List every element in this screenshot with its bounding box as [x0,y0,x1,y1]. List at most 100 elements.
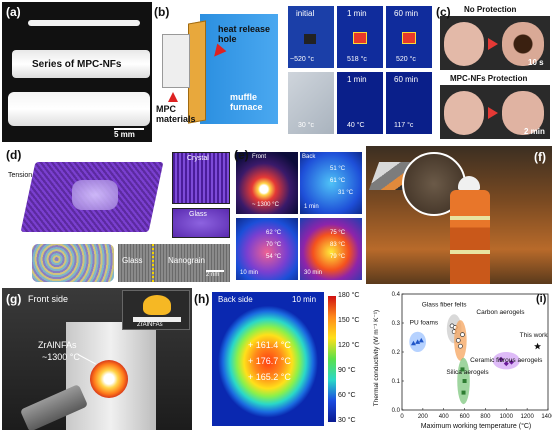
firefighter-body [450,190,490,284]
group-ellipse [492,352,520,370]
series-caption: Series of MPC-NFs [32,59,122,70]
ir-temp: 117 °c [394,122,414,129]
ir-time: 60 min [394,9,419,18]
data-point [410,340,416,346]
pork-sample [444,22,484,66]
x-tick-label: 200 [418,414,429,420]
data-point [458,343,463,349]
temp-reading: 70 °C [266,242,282,248]
temp-reading: 75 °C [330,230,346,236]
data-point [462,379,467,383]
hrtem-scale-bar [206,270,224,272]
burnt-sample [502,22,544,66]
temp-reading: 79 °C [330,254,346,260]
time-label: 10 min [240,270,259,276]
back-ir-1min: Back 51 °C 61 °C 31 °C 1 min [300,152,362,214]
time-label: 1 min [304,204,319,210]
tension-label: Tension [8,172,33,179]
sample-box [162,34,190,88]
crystal-label: Crystal [187,155,209,162]
thick-fiber-sample [8,92,150,126]
panel-d: (d) Tension Crystal Glass Glass Nanograi… [2,146,232,284]
group-label: PU foams [410,320,439,327]
no-protection-time: 10 s [528,58,544,67]
temp-reading: 83 °C [330,242,346,248]
temp-reading: 51 °C [330,166,346,172]
panel-f: (f) [366,146,552,284]
panel-c-label: (c) [436,5,451,19]
nanograin-sim [32,244,114,282]
glass-inset: Glass [172,208,230,238]
ir-temp: 518 °c [347,56,367,63]
panel-h: (h) Back side 10 min + 161.4 °C + 176.7 … [194,288,370,430]
muffle-furnace [200,14,278,124]
group-label: Ceramic fibrous aerogels [470,357,543,364]
y-tick-label: 0.4 [392,292,401,298]
y-tick-label: 0.2 [392,350,401,356]
glass-core [72,180,118,210]
back-ir-10min: 62 °C 70 °C 54 °C 10 min [236,218,298,280]
scale-bar [114,128,144,130]
nanograin-label: Nanograin [168,256,205,265]
hot-sample [353,32,367,44]
front-temp: ~ 1300 °C [252,202,279,208]
thermal-map: Back side 10 min + 161.4 °C + 176.7 °C +… [212,292,324,426]
ir-tile-60min: 60 min 520 °c [386,6,432,68]
inset-label: ZrAlNFAs [137,322,163,328]
protected-sample [502,91,544,135]
inset-photo: ZrAlNFAs [122,290,190,330]
material-label: MPC materials [156,104,196,124]
colorbar-tick: 30 °C [338,417,356,424]
data-point [509,359,514,365]
thin-fiber-sample [28,20,140,26]
x-tick-label: 1200 [520,414,534,420]
group-label: Carbon aerogels [476,309,525,316]
scale-label: 5 mm [114,130,135,139]
x-tick-label: 1000 [500,414,514,420]
sample-dark [304,34,316,44]
protection-photo: 2 min [440,85,550,139]
arrow-icon [488,107,498,119]
panel-h-label: (h) [194,292,210,306]
colorbar-tick: 120 °C [338,342,360,349]
ir-time: initial [296,9,315,18]
panel-b: (b) heat release hole MPC materials muff… [154,2,434,142]
panel-e: (e) Front ~ 1300 °C Back 51 °C 61 °C 31 … [234,146,364,284]
temp-reading: 54 °C [266,254,282,260]
temp-reading: 62 °C [266,230,282,236]
no-protection-title: No Protection [464,5,517,14]
front-label: Front [252,154,267,160]
ir-temp: 30 °c [298,122,315,129]
chart-label: (i) [536,293,547,305]
x-axis-label: Maximum working temperature (°C) [421,422,532,430]
inset-support [133,317,181,322]
photo-tile-initial: 30 °c [288,72,334,134]
front-ir: Front ~ 1300 °C [236,152,298,214]
protection-title: MPC-NFs Protection [450,74,528,83]
panel-g: (g) Front side ZrAlNFAs ~1300 °C ZrAlNFA… [2,288,192,430]
arrow-material-icon [168,92,178,102]
data-point [503,361,509,367]
glass-label: Glass [189,211,207,218]
data-point [460,332,465,337]
arrow-icon [488,38,498,50]
plot-frame [401,293,549,411]
ir-tile-initial: initial ~520 °c [288,6,334,68]
y-tick-label: 0.1 [392,379,401,385]
front-side-label: Front side [28,294,69,304]
panel-a-label: (a) [6,5,21,19]
ir-tile-bottom-1min: 1 min 40 °C [337,72,383,134]
y-axis-label: Thermal conductivity (W m⁻¹ K⁻¹) [373,310,380,406]
ir-temp: 40 °C [347,122,365,129]
y-tick-label: 0.0 [392,408,401,414]
flower-icon [143,295,171,315]
ir-tile-1min: 1 min 518 °c [337,6,383,68]
data-point [415,339,421,344]
panel-g-label: (g) [6,292,22,306]
reflective-stripe [450,216,490,220]
data-point [534,342,542,350]
y-tick-label: 0.3 [392,321,401,327]
